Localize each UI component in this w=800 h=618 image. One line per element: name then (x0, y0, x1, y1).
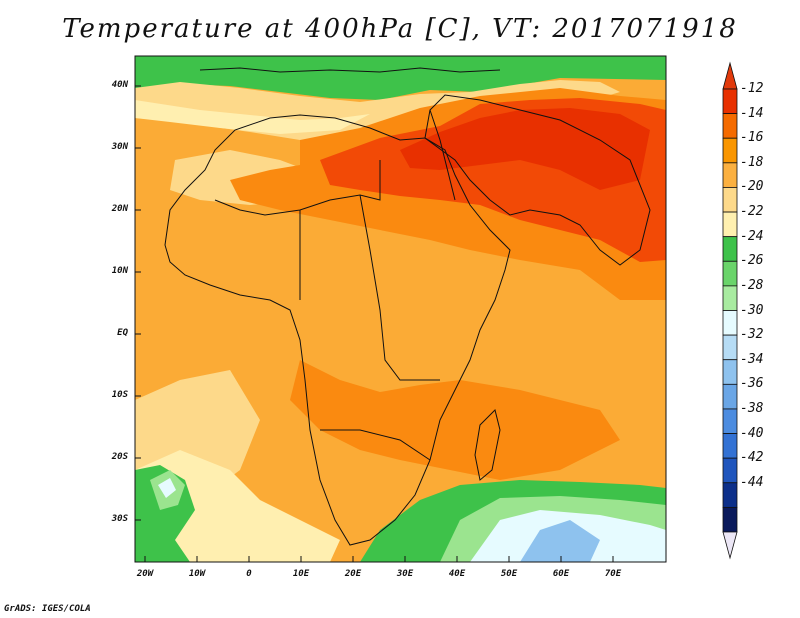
lat-label: 30S (111, 514, 128, 524)
colorbar-label: -14 (740, 105, 764, 121)
lon-label: 20E (344, 569, 362, 579)
colorbar-swatch (722, 457, 738, 484)
colorbar-label: -12 (740, 81, 764, 96)
colorbar-swatch (722, 506, 738, 533)
colorbar-label: -34 (740, 351, 764, 367)
colorbar-label: -16 (740, 130, 764, 146)
lon-label: 40E (448, 569, 466, 579)
lon-label: 10W (188, 569, 206, 579)
colorbar (722, 61, 738, 560)
colorbar-label: -40 (740, 425, 764, 441)
colorbar-label: -22 (740, 204, 764, 220)
colorbar-label: -44 (740, 474, 764, 490)
colorbar-label: -36 (740, 376, 764, 392)
lon-label: 50E (500, 569, 518, 579)
lat-label: 10S (111, 390, 128, 400)
colorbar-swatch (722, 137, 738, 164)
colorbar-label: -42 (740, 450, 764, 466)
colorbar-label: -24 (740, 228, 764, 244)
colorbar-swatch (722, 408, 738, 434)
colorbar-label: -26 (740, 253, 764, 269)
lat-label: 40N (111, 80, 128, 90)
lat-label: 20N (111, 204, 128, 214)
lon-label: 70E (604, 569, 622, 579)
colorbar-swatch (722, 236, 738, 262)
lon-label: 10E (292, 569, 310, 579)
colorbar-swatch (722, 433, 738, 459)
lat-label: 10N (111, 266, 128, 276)
temperature-field (135, 56, 666, 562)
colorbar-swatch (722, 260, 738, 287)
colorbar-swatch (722, 187, 738, 213)
lat-label: 30N (111, 142, 128, 152)
credit-text: GrADS: IGES/COLA (4, 604, 91, 614)
colorbar-swatch (722, 88, 738, 115)
lat-label: EQ (117, 328, 128, 338)
lon-label: 30E (396, 569, 414, 579)
colorbar-swatch (722, 383, 738, 410)
colorbar-swatch (722, 285, 738, 311)
colorbar-bottom-arrow (722, 531, 738, 560)
lon-label: 20W (136, 569, 154, 579)
lat-label: 20S (111, 452, 128, 462)
colorbar-swatch (722, 334, 738, 361)
colorbar-swatch (722, 310, 738, 336)
map-title: Temperature at 400hPa [C], VT: 201707191… (62, 14, 738, 44)
colorbar-swatch (722, 482, 738, 508)
colorbar-swatch (722, 359, 738, 385)
colorbar-swatch (722, 162, 738, 188)
colorbar-label: -18 (740, 154, 764, 170)
colorbar-label: -20 (740, 179, 764, 195)
colorbar-label: -30 (740, 302, 764, 318)
colorbar-swatch (722, 211, 738, 238)
lon-label: 60E (552, 569, 570, 579)
colorbar-label: -32 (740, 327, 764, 343)
colorbar-label: -38 (740, 400, 764, 416)
colorbar-label: -28 (740, 277, 764, 293)
plot-frame (134, 55, 667, 563)
colorbar-top-arrow (722, 61, 738, 90)
colorbar-swatch (722, 113, 738, 139)
lon-label: 0 (246, 569, 252, 579)
